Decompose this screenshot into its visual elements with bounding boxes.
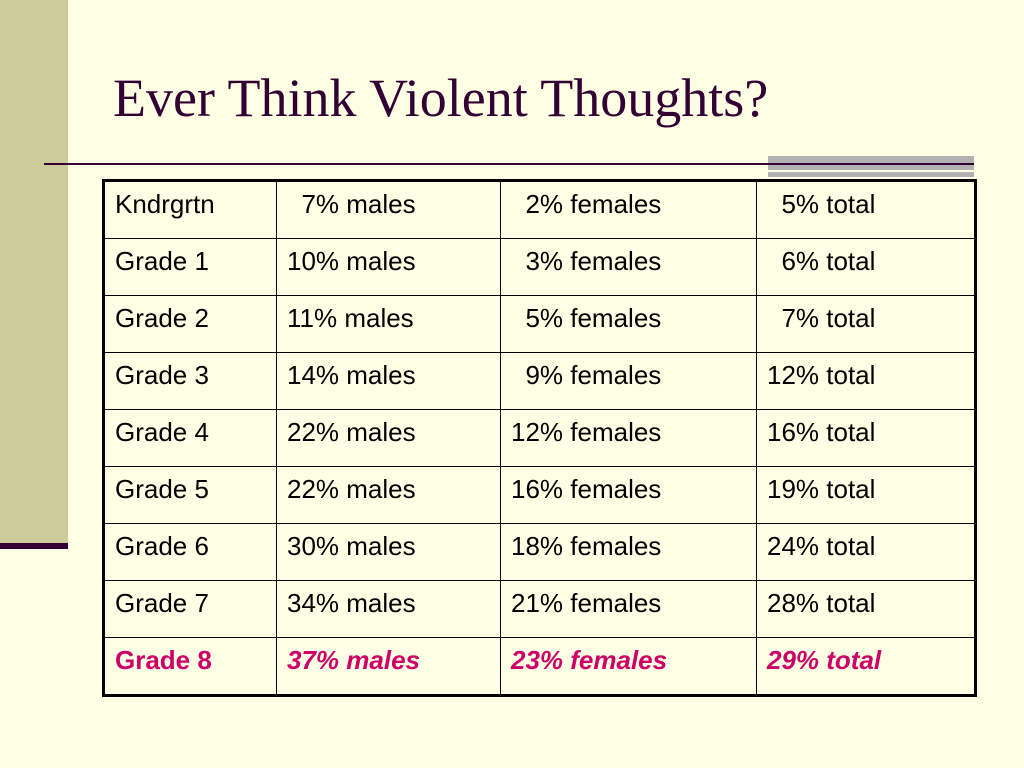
males-cell: 10% males	[276, 238, 501, 296]
total-cell: 29% total	[756, 637, 976, 696]
males-cell: 7% males	[276, 180, 501, 239]
total-cell: 24% total	[756, 523, 976, 581]
left-accent-line	[0, 543, 68, 549]
females-cell: 21% females	[500, 580, 757, 638]
total-cell: 6% total	[756, 238, 976, 296]
total-cell: 5% total	[756, 180, 976, 239]
table-row: Grade 4 22% males 12% females 16% total	[103, 409, 976, 467]
left-decorative-bar	[0, 0, 68, 545]
females-cell: 2% females	[500, 180, 757, 239]
males-cell: 22% males	[276, 409, 501, 467]
females-cell: 23% females	[500, 637, 757, 696]
females-cell: 9% females	[500, 352, 757, 410]
males-cell: 11% males	[276, 295, 501, 353]
title-divider-accent	[768, 156, 974, 177]
grade-cell: Grade 8	[103, 637, 277, 696]
males-cell: 22% males	[276, 466, 501, 524]
grade-cell: Grade 3	[103, 352, 277, 410]
total-cell: 7% total	[756, 295, 976, 353]
table-row: Grade 7 34% males 21% females 28% total	[103, 580, 976, 638]
males-cell: 30% males	[276, 523, 501, 581]
table-row-highlighted: Grade 8 37% males 23% females 29% total	[103, 637, 976, 696]
table-row: Grade 5 22% males 16% females 19% total	[103, 466, 976, 524]
grade-cell: Kndrgrtn	[103, 180, 277, 239]
males-cell: 14% males	[276, 352, 501, 410]
grade-statistics-table: Kndrgrtn 7% males 2% females 5% total Gr…	[102, 179, 977, 697]
grade-cell: Grade 1	[103, 238, 277, 296]
total-cell: 28% total	[756, 580, 976, 638]
table-row: Grade 6 30% males 18% females 24% total	[103, 523, 976, 581]
females-cell: 3% females	[500, 238, 757, 296]
females-cell: 12% females	[500, 409, 757, 467]
table-row: Grade 1 10% males 3% females 6% total	[103, 238, 976, 296]
table-row: Grade 3 14% males 9% females 12% total	[103, 352, 976, 410]
females-cell: 18% females	[500, 523, 757, 581]
females-cell: 5% females	[500, 295, 757, 353]
slide-title: Ever Think Violent Thoughts?	[113, 68, 769, 128]
total-cell: 12% total	[756, 352, 976, 410]
grade-cell: Grade 2	[103, 295, 277, 353]
grade-cell: Grade 6	[103, 523, 277, 581]
males-cell: 34% males	[276, 580, 501, 638]
males-cell: 37% males	[276, 637, 501, 696]
title-divider-line	[44, 163, 974, 165]
total-cell: 19% total	[756, 466, 976, 524]
table-row: Kndrgrtn 7% males 2% females 5% total	[103, 180, 976, 239]
table-row: Grade 2 11% males 5% females 7% total	[103, 295, 976, 353]
grade-cell: Grade 7	[103, 580, 277, 638]
grade-cell: Grade 5	[103, 466, 277, 524]
grade-cell: Grade 4	[103, 409, 277, 467]
total-cell: 16% total	[756, 409, 976, 467]
females-cell: 16% females	[500, 466, 757, 524]
